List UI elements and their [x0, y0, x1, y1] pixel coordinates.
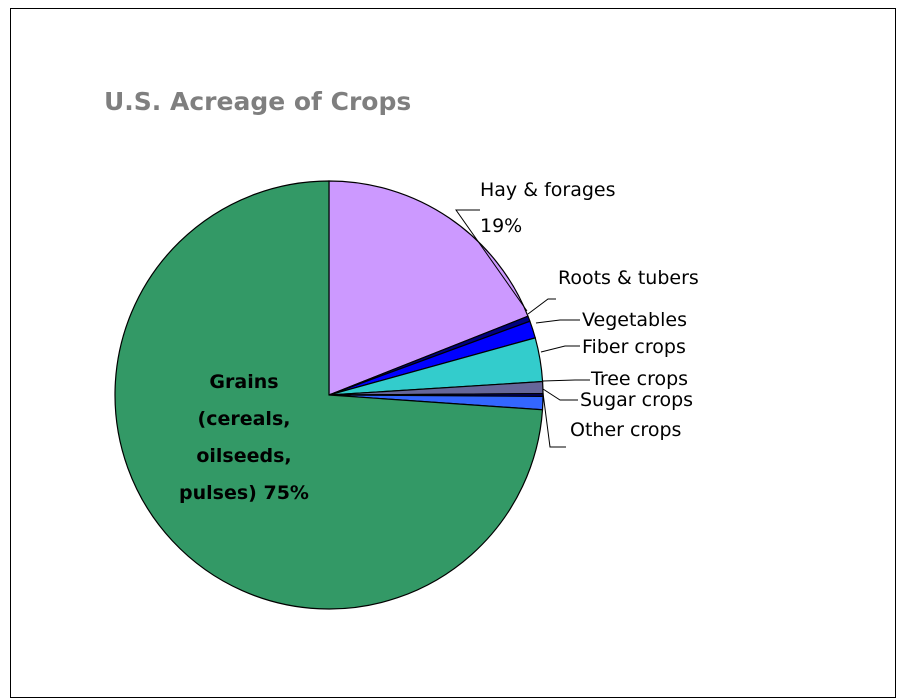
grains-label-line: (cereals,	[198, 408, 291, 430]
grains-label-line: oilseeds,	[196, 445, 291, 467]
grains-label-line: Grains	[209, 371, 278, 393]
grains-label-line: pulses) 75%	[179, 482, 309, 504]
slice-label: Other crops	[570, 419, 681, 441]
slice-hay-forages	[328, 180, 529, 396]
leader-line	[455, 209, 528, 312]
grains-inner-label: Grains (cereals, oilseeds, pulses) 75%	[179, 371, 309, 504]
leader-line	[535, 319, 580, 324]
slice-label: Roots & tubers	[558, 267, 699, 289]
chart-title: U.S. Acreage of Crops	[104, 87, 411, 116]
slice-labels: Hay & forages 19% Roots & tubers Vegetables…	[480, 179, 699, 441]
slice-label: Fiber crops	[582, 336, 686, 358]
leader-lines	[455, 209, 590, 448]
slice-label: Sugar crops	[580, 389, 693, 411]
leader-line	[540, 345, 580, 353]
leader-line	[542, 379, 590, 382]
slice-value-label: 19%	[480, 215, 522, 237]
slice-label: Vegetables	[582, 309, 687, 331]
slice-label: Tree crops	[590, 368, 688, 390]
leader-line	[527, 298, 556, 315]
slice-label: Hay & forages	[480, 179, 616, 201]
slice-grains-cereals-oilseeds-pulses-75	[114, 180, 544, 610]
leader-line	[542, 392, 566, 448]
leader-line	[542, 388, 578, 401]
pie-slices	[114, 180, 544, 610]
